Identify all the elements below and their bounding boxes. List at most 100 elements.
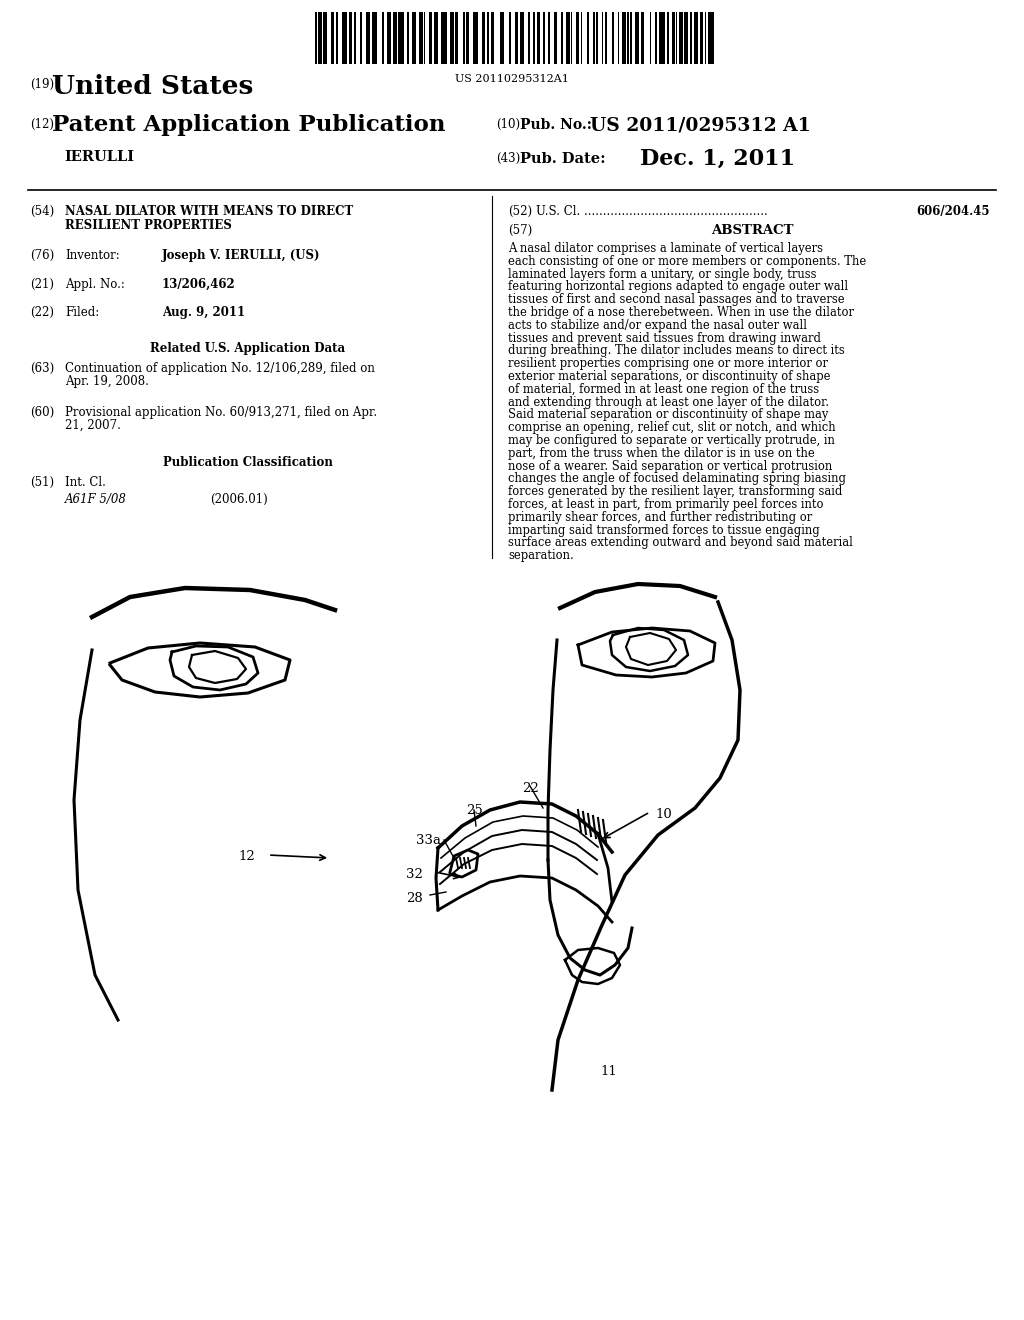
Text: exterior material separations, or discontinuity of shape: exterior material separations, or discon… — [508, 370, 830, 383]
Text: forces generated by the resilient layer, transforming said: forces generated by the resilient layer,… — [508, 486, 843, 498]
Text: (57): (57) — [508, 224, 532, 238]
Bar — [534, 12, 535, 63]
Text: IERULLI: IERULLI — [63, 150, 134, 164]
Text: 33a: 33a — [416, 834, 441, 847]
Text: surface areas extending outward and beyond said material: surface areas extending outward and beyo… — [508, 536, 853, 549]
Bar — [700, 12, 703, 63]
Text: (51): (51) — [30, 477, 54, 488]
Text: forces, at least in part, from primarily peel forces into: forces, at least in part, from primarily… — [508, 498, 823, 511]
Bar — [342, 12, 347, 63]
Text: A nasal dilator comprises a laminate of vertical layers: A nasal dilator comprises a laminate of … — [508, 242, 823, 255]
Bar — [509, 12, 511, 63]
Text: RESILIENT PROPERTIES: RESILIENT PROPERTIES — [65, 219, 231, 232]
Bar — [684, 12, 688, 63]
Text: US 20110295312A1: US 20110295312A1 — [455, 74, 569, 84]
Text: U.S. Cl. .................................................: U.S. Cl. ...............................… — [536, 205, 768, 218]
Text: of material, formed in at least one region of the truss: of material, formed in at least one regi… — [508, 383, 819, 396]
Text: 13/206,462: 13/206,462 — [162, 279, 236, 290]
Text: 32: 32 — [406, 869, 423, 880]
Bar — [331, 12, 334, 63]
Text: Continuation of application No. 12/106,289, filed on: Continuation of application No. 12/106,2… — [65, 362, 375, 375]
Text: United States: United States — [52, 74, 253, 99]
Bar — [372, 12, 378, 63]
Text: (12): (12) — [30, 117, 54, 131]
Bar — [544, 12, 545, 63]
Bar — [571, 12, 572, 63]
Text: Int. Cl.: Int. Cl. — [65, 477, 105, 488]
Text: Pub. Date:: Pub. Date: — [520, 152, 605, 166]
Text: (22): (22) — [30, 306, 54, 319]
Bar — [690, 12, 692, 63]
Text: the bridge of a nose therebetween. When in use the dilator: the bridge of a nose therebetween. When … — [508, 306, 854, 319]
Bar — [366, 12, 370, 63]
Text: acts to stabilize and/or expand the nasal outer wall: acts to stabilize and/or expand the nasa… — [508, 319, 807, 331]
Text: tissues of first and second nasal passages and to traverse: tissues of first and second nasal passag… — [508, 293, 845, 306]
Text: Publication Classification: Publication Classification — [163, 455, 333, 469]
Bar — [566, 12, 569, 63]
Bar — [393, 12, 396, 63]
Bar — [429, 12, 432, 63]
Bar — [434, 12, 438, 63]
Bar — [481, 12, 485, 63]
Bar — [451, 12, 454, 63]
Text: Patent Application Publication: Patent Application Publication — [52, 114, 445, 136]
Text: (10): (10) — [496, 117, 520, 131]
Bar — [581, 12, 582, 63]
Text: (76): (76) — [30, 249, 54, 261]
Text: part, from the truss when the dilator is in use on the: part, from the truss when the dilator is… — [508, 446, 815, 459]
Bar — [612, 12, 614, 63]
Bar — [487, 12, 489, 63]
Text: separation.: separation. — [508, 549, 573, 562]
Text: (60): (60) — [30, 407, 54, 418]
Bar — [528, 12, 529, 63]
Bar — [398, 12, 403, 63]
Bar — [636, 12, 639, 63]
Text: Related U.S. Application Data: Related U.S. Application Data — [151, 342, 345, 355]
Text: 11: 11 — [600, 1065, 616, 1078]
Bar — [463, 12, 465, 63]
Bar — [617, 12, 618, 63]
Bar — [500, 12, 504, 63]
Bar — [709, 12, 714, 63]
Bar — [650, 12, 651, 63]
Bar — [641, 12, 644, 63]
Bar — [655, 12, 657, 63]
Text: Apr. 19, 2008.: Apr. 19, 2008. — [65, 375, 148, 388]
Bar — [667, 12, 669, 63]
Text: changes the angle of focused delaminating spring biasing: changes the angle of focused delaminatin… — [508, 473, 846, 486]
Bar — [419, 12, 423, 63]
Bar — [659, 12, 665, 63]
Bar — [315, 12, 317, 63]
Text: Inventor:: Inventor: — [65, 249, 120, 261]
Bar — [596, 12, 598, 63]
Bar — [360, 12, 362, 63]
Text: Said material separation or discontinuity of shape may: Said material separation or discontinuit… — [508, 408, 828, 421]
Text: 606/204.45: 606/204.45 — [916, 205, 990, 218]
Text: NASAL DILATOR WITH MEANS TO DIRECT: NASAL DILATOR WITH MEANS TO DIRECT — [65, 205, 353, 218]
Text: resilient properties comprising one or more interior or: resilient properties comprising one or m… — [508, 358, 828, 370]
Text: (54): (54) — [30, 205, 54, 218]
Bar — [515, 12, 518, 63]
Bar — [604, 12, 606, 63]
Bar — [560, 12, 562, 63]
Text: (2006.01): (2006.01) — [210, 492, 267, 506]
Bar — [348, 12, 352, 63]
Text: laminated layers form a unitary, or single body, truss: laminated layers form a unitary, or sing… — [508, 268, 816, 281]
Text: US 2011/0295312 A1: US 2011/0295312 A1 — [590, 116, 811, 135]
Bar — [602, 12, 603, 63]
Bar — [630, 12, 632, 63]
Bar — [679, 12, 683, 63]
Text: (63): (63) — [30, 362, 54, 375]
Text: 10: 10 — [655, 808, 672, 821]
Bar — [424, 12, 425, 63]
Text: (43): (43) — [496, 152, 520, 165]
Bar — [593, 12, 595, 63]
Text: 25: 25 — [466, 804, 482, 817]
Bar — [548, 12, 550, 63]
Bar — [623, 12, 626, 63]
Bar — [382, 12, 384, 63]
Text: A61F 5/08: A61F 5/08 — [65, 492, 127, 506]
Text: (19): (19) — [30, 78, 54, 91]
Bar — [693, 12, 697, 63]
Text: Filed:: Filed: — [65, 306, 99, 319]
